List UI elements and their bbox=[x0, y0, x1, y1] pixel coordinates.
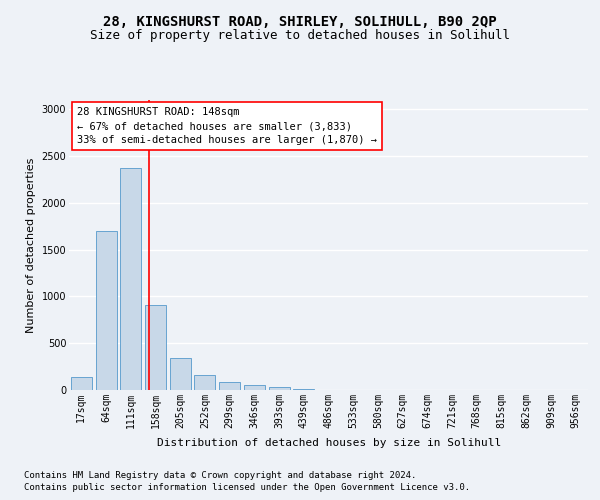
Y-axis label: Number of detached properties: Number of detached properties bbox=[26, 158, 36, 332]
Bar bbox=[71, 377, 92, 390]
Bar bbox=[219, 382, 240, 390]
Text: Distribution of detached houses by size in Solihull: Distribution of detached houses by size … bbox=[157, 438, 501, 448]
Bar bbox=[244, 385, 265, 390]
Bar bbox=[194, 375, 215, 390]
Text: 28 KINGSHURST ROAD: 148sqm
← 67% of detached houses are smaller (3,833)
33% of s: 28 KINGSHURST ROAD: 148sqm ← 67% of deta… bbox=[77, 108, 377, 146]
Text: Contains HM Land Registry data © Crown copyright and database right 2024.: Contains HM Land Registry data © Crown c… bbox=[24, 472, 416, 480]
Bar bbox=[293, 388, 314, 390]
Text: Contains public sector information licensed under the Open Government Licence v3: Contains public sector information licen… bbox=[24, 483, 470, 492]
Text: Size of property relative to detached houses in Solihull: Size of property relative to detached ho… bbox=[90, 28, 510, 42]
Bar bbox=[170, 358, 191, 390]
Bar bbox=[269, 386, 290, 390]
Bar bbox=[95, 231, 116, 390]
Bar bbox=[120, 168, 141, 390]
Text: 28, KINGSHURST ROAD, SHIRLEY, SOLIHULL, B90 2QP: 28, KINGSHURST ROAD, SHIRLEY, SOLIHULL, … bbox=[103, 16, 497, 30]
Bar bbox=[145, 305, 166, 390]
